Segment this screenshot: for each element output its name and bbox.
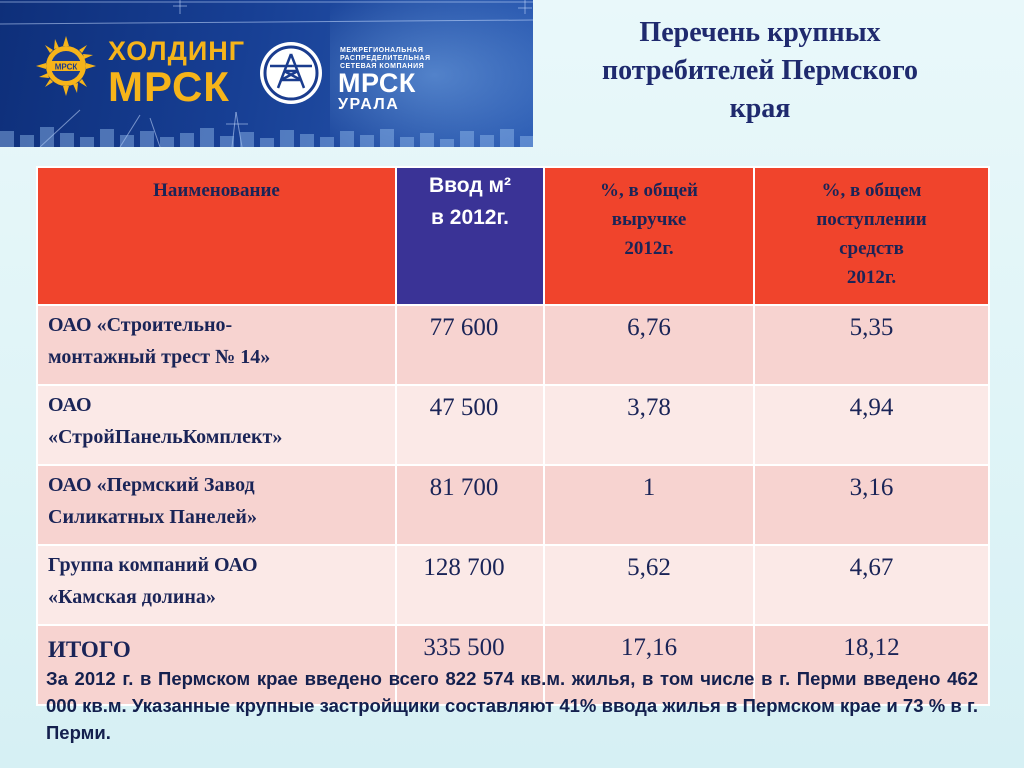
- row-name: Группа компаний ОАО «Камская долина»: [36, 544, 397, 626]
- consumers-table: Наименование Ввод м² в 2012г. %, в общей…: [36, 166, 990, 706]
- row-revenue-share: 5,62: [543, 544, 755, 626]
- table-row: ОАО «Пермский Завод Силикатных Панелей» …: [36, 464, 990, 546]
- subtitle-line: СЕТЕВАЯ КОМПАНИЯ: [340, 63, 425, 70]
- logo-holding-label: ХОЛДИНГ: [108, 36, 246, 66]
- row-receipts-share: 3,16: [753, 464, 990, 546]
- row-receipts-share: 4,94: [753, 384, 990, 466]
- footnote-text: За 2012 г. в Пермском крае введено всего…: [46, 668, 978, 743]
- title-line: потребителей Пермского: [601, 55, 919, 86]
- header-line: %, в общем: [821, 180, 922, 201]
- header-name: Наименование: [36, 166, 397, 306]
- logo-mrsk-label: МРСК: [108, 63, 230, 110]
- power-line-graphic: [0, 0, 533, 147]
- holding-mrsk-logo-text: ХОЛДИНГ МРСК: [108, 38, 245, 108]
- table-row: Группа компаний ОАО «Камская долина» 128…: [36, 544, 990, 626]
- header-line: %, в общей: [600, 180, 698, 201]
- row-input: 81 700: [395, 464, 545, 546]
- header-line: 2012г.: [846, 267, 897, 288]
- header-input: Ввод м² в 2012г.: [395, 166, 545, 306]
- total-revenue-share: 17,16: [543, 624, 755, 706]
- row-name-line: «Камская долина»: [48, 586, 216, 608]
- header-receipts-share: %, в общем поступлении средств 2012г.: [753, 166, 990, 306]
- row-receipts-share: 5,35: [753, 304, 990, 386]
- header-line: 2012г.: [624, 238, 674, 259]
- mrsk-urala-logo-text: МРСК УРАЛА: [338, 70, 416, 113]
- subtitle-line: РАСПРЕДЕЛИТЕЛЬНАЯ: [340, 55, 431, 62]
- logo-urala-label: УРАЛА: [338, 96, 400, 113]
- title-line: края: [729, 93, 791, 124]
- row-input: 77 600: [395, 304, 545, 386]
- header-line: поступлении: [816, 209, 927, 230]
- header-revenue-share: %, в общей выручке 2012г.: [543, 166, 755, 306]
- page-title: Перечень крупных потребителей Пермского …: [556, 14, 964, 128]
- table-total-row: ИТОГО 335 500 17,16 18,12: [36, 624, 990, 706]
- row-revenue-share: 1: [543, 464, 755, 546]
- header-line: средств: [839, 238, 904, 259]
- table-header-row: Наименование Ввод м² в 2012г. %, в общей…: [36, 166, 990, 306]
- row-name: ОАО «Пермский Завод Силикатных Панелей»: [36, 464, 397, 546]
- total-label: ИТОГО: [36, 624, 397, 706]
- banner-glow: [330, 0, 533, 147]
- header-name-label: Наименование: [153, 180, 280, 201]
- banner-bars-decoration: [0, 127, 533, 147]
- header-line: выручке: [611, 209, 687, 230]
- row-revenue-share: 6,76: [543, 304, 755, 386]
- header-input-line: в 2012г.: [431, 206, 509, 229]
- row-name-line: Группа компаний ОАО: [48, 554, 258, 576]
- row-name: ОАО «СтройПанельКомплект»: [36, 384, 397, 466]
- row-input: 47 500: [395, 384, 545, 466]
- row-receipts-share: 4,67: [753, 544, 990, 626]
- row-name-line: ОАО «Строительно-: [48, 314, 233, 336]
- header-banner: МРСК ХОЛДИНГ МРСК МЕЖРЕГИОНАЛЬНАЯ РАСПРЕ…: [0, 0, 533, 147]
- row-input: 128 700: [395, 544, 545, 626]
- row-name-line: «СтройПанельКомплект»: [48, 426, 283, 448]
- emblem-badge-label: МРСК: [55, 63, 78, 72]
- total-input: 335 500: [395, 624, 545, 706]
- row-name-line: ОАО «Пермский Завод: [48, 474, 255, 496]
- table-row: ОАО «Строительно- монтажный трест № 14» …: [36, 304, 990, 386]
- subtitle-line: МЕЖРЕГИОНАЛЬНАЯ: [340, 47, 424, 54]
- header-input-line: Ввод м²: [428, 174, 512, 197]
- title-line: Перечень крупных: [639, 17, 881, 48]
- holding-mrsk-emblem-icon: МРСК: [36, 36, 96, 96]
- table-row: ОАО «СтройПанельКомплект» 47 500 3,78 4,…: [36, 384, 990, 466]
- row-name-line: ОАО: [48, 394, 92, 416]
- row-name-line: монтажный трест № 14»: [48, 346, 271, 368]
- row-name: ОАО «Строительно- монтажный трест № 14»: [36, 304, 397, 386]
- mrsk-urala-subtitle: МЕЖРЕГИОНАЛЬНАЯ РАСПРЕДЕЛИТЕЛЬНАЯ СЕТЕВА…: [340, 47, 450, 71]
- row-name-line: Силикатных Панелей»: [48, 506, 257, 528]
- row-revenue-share: 3,78: [543, 384, 755, 466]
- total-receipts-share: 18,12: [753, 624, 990, 706]
- mrsk-urala-emblem-icon: [260, 42, 322, 104]
- logo-mrsk-main: МРСК: [338, 68, 416, 98]
